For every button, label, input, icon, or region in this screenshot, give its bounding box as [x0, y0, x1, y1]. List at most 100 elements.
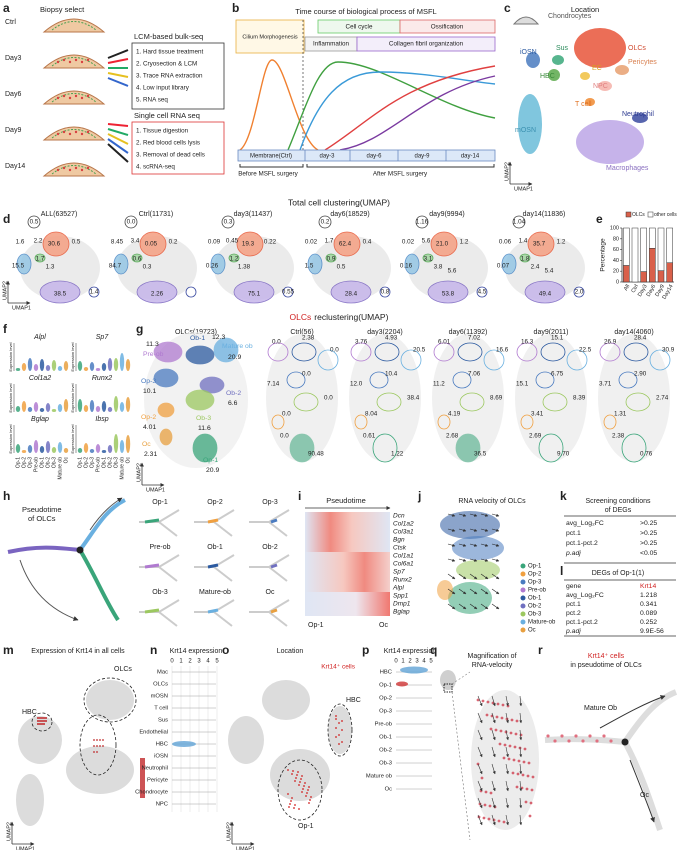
krt14-cell [522, 760, 526, 764]
krt14-cell [293, 807, 295, 809]
legend-swatch [647, 211, 654, 218]
krt14-cell [302, 788, 304, 790]
cell-cloud [333, 231, 361, 257]
violin [63, 448, 69, 453]
x-tick-label: Ob-3 [113, 457, 119, 468]
trajectory [622, 689, 678, 744]
gene-name: Dcn [393, 513, 405, 520]
x-tick-label: Mature ob [119, 457, 125, 480]
percent-label: 0.05 [145, 241, 158, 248]
cell-cloud [228, 716, 264, 764]
velocity-arrow [491, 814, 496, 826]
velocity-arrow [480, 513, 489, 517]
cell-cloud [131, 253, 143, 263]
bar [623, 227, 630, 266]
velocity-arrow [469, 588, 478, 595]
krt14-cell [292, 770, 294, 772]
bulk-box [131, 42, 225, 110]
violin [89, 362, 95, 371]
krt14-cell [495, 715, 499, 719]
percent-label: 22.5 [579, 347, 592, 354]
trajectory-highlight [270, 608, 278, 614]
cell-cloud [519, 253, 531, 263]
velocity-arrow [519, 729, 523, 741]
violin [101, 363, 107, 371]
percent-label: 38.5 [54, 291, 67, 298]
krt14-cell [338, 722, 340, 724]
gene-name: Col6a1 [393, 561, 414, 568]
cell-cloud [153, 368, 179, 388]
legend-label: Mature-ob [528, 620, 556, 626]
cell-cloud [520, 414, 534, 430]
bar [640, 271, 647, 283]
velocity-arrow [505, 695, 509, 707]
category-label: Mature ob [366, 774, 392, 780]
panel-letter: n [150, 643, 157, 657]
panel-letter: d [3, 212, 10, 226]
percent-label: 12.0 [350, 381, 363, 388]
arrow-sc [107, 138, 129, 154]
cell-cloud [632, 113, 648, 123]
trajectory-highlight [144, 608, 160, 614]
cell-cloud [86, 680, 134, 720]
percent-label: 10.4 [385, 371, 398, 378]
expr-dot [102, 745, 104, 747]
cell-cloud [113, 253, 129, 275]
krt14-cell [300, 778, 302, 780]
subset-label: Pre-ob [149, 544, 170, 551]
cell-cloud [311, 236, 391, 300]
panel-letter: j [417, 489, 421, 503]
krt14-cell [502, 756, 506, 760]
cell-cloud [42, 231, 70, 257]
label: day-6 [366, 154, 382, 160]
cell-cloud [573, 286, 585, 298]
cell-cloud [422, 253, 434, 263]
category-label: HBC [156, 742, 168, 748]
cluster-label: EC [592, 65, 602, 72]
cell-cloud [233, 280, 275, 304]
gene-name: Spp1 [393, 593, 409, 600]
velocity-arrow [469, 528, 478, 532]
krt14-cell [341, 729, 343, 731]
cluster-label: Sus [556, 45, 569, 52]
percent-label: 53.8 [442, 291, 455, 298]
percent-label: 26.9 [604, 339, 617, 346]
percent-label: 11.3 [146, 341, 159, 348]
krt14-cell [503, 743, 507, 747]
percent-label: 0.0 [282, 411, 291, 418]
percent-label: 84.7 [109, 263, 122, 270]
cell-dot [86, 94, 90, 98]
label: 5. RNA seq [136, 97, 168, 104]
krt14-cell [298, 784, 300, 786]
outline [83, 677, 137, 723]
bracket [239, 164, 304, 168]
cluster-label: OLCs [628, 45, 646, 52]
percent-label: 1.2 [460, 239, 469, 246]
heat-row [305, 560, 390, 568]
cell-cloud [354, 414, 368, 430]
percent-label: 30.9 [662, 347, 675, 354]
heat-row [305, 584, 390, 592]
subset-label: Op-3 [262, 499, 278, 506]
panel-letter: f [3, 322, 8, 336]
category-label: NPC [156, 802, 168, 808]
label: day14(4060) [614, 329, 653, 336]
x-tick-label: Op-1 [77, 457, 83, 468]
label: Percentage [600, 238, 607, 272]
trajectory [249, 599, 290, 627]
percent-label: 6.01 [438, 339, 451, 346]
trajectory-highlight [270, 518, 278, 524]
percent-label: 0.9 [327, 256, 336, 263]
violin [113, 358, 119, 371]
krt14-cell [298, 808, 300, 810]
trajectory-highlight [144, 563, 160, 569]
y-tick-label: 20 [613, 269, 619, 275]
krt14-cell [489, 727, 493, 731]
krt14-cell [335, 736, 337, 738]
velocity-arrow [447, 513, 456, 517]
legend-swatch [520, 619, 526, 625]
percent-label: 20.9 [206, 467, 219, 474]
percent-label: 0.55 [282, 289, 295, 296]
panel-letter: b [232, 1, 239, 15]
label: Krt14 expression [384, 648, 437, 655]
